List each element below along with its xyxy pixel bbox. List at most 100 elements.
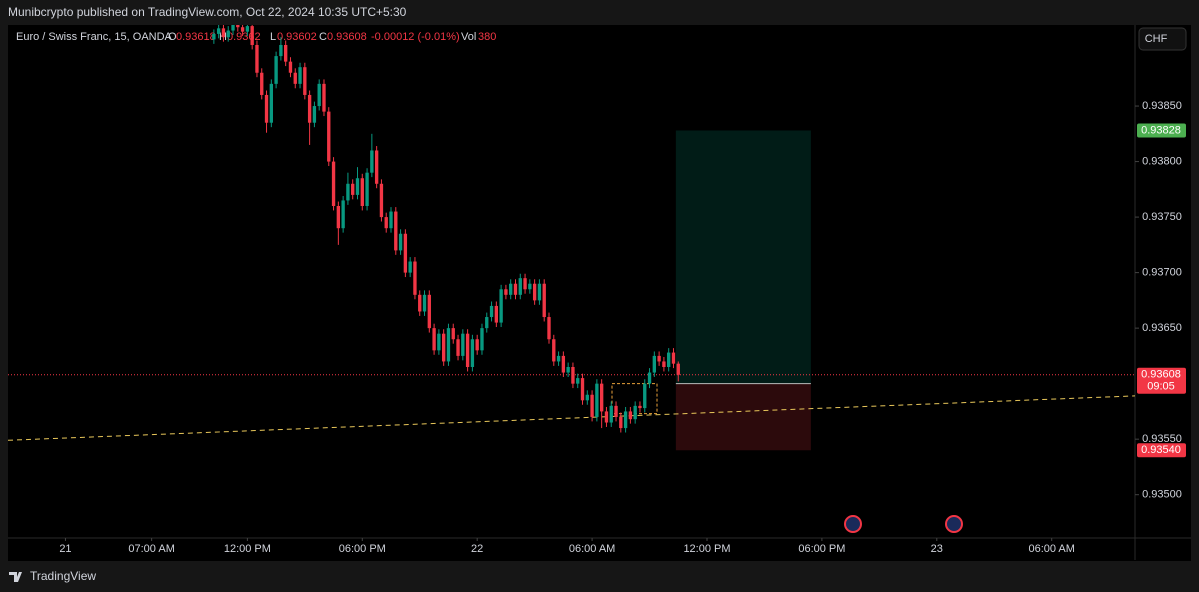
price-tag bbox=[1137, 443, 1186, 458]
candle-body bbox=[485, 317, 489, 329]
candle bbox=[216, 25, 221, 39]
candle bbox=[614, 401, 618, 422]
candle bbox=[509, 279, 513, 300]
plot bbox=[8, 25, 1135, 451]
candle bbox=[317, 79, 321, 111]
candle bbox=[494, 301, 499, 328]
candle-body bbox=[470, 339, 475, 367]
candle bbox=[590, 390, 594, 422]
candle bbox=[638, 401, 642, 413]
candle bbox=[212, 29, 216, 44]
candle-body bbox=[384, 217, 388, 229]
candle bbox=[269, 79, 273, 128]
candle-body bbox=[255, 44, 259, 73]
currency-button[interactable] bbox=[1138, 27, 1187, 51]
candle-body bbox=[437, 333, 441, 351]
candle bbox=[676, 361, 680, 382]
candle-body bbox=[523, 278, 527, 290]
chart-area bbox=[8, 25, 1191, 561]
candle-body bbox=[657, 355, 661, 362]
candle bbox=[537, 279, 542, 305]
candle bbox=[547, 312, 551, 344]
candle-body bbox=[413, 261, 417, 295]
publish-info: Munibcrypto published on TradingView.com… bbox=[8, 5, 407, 19]
candle bbox=[322, 79, 326, 117]
candle-body bbox=[628, 411, 633, 420]
candle-body bbox=[427, 294, 431, 329]
candle-body bbox=[547, 317, 551, 340]
candle-body bbox=[432, 328, 436, 351]
price-tag bbox=[1137, 367, 1186, 394]
candle bbox=[355, 167, 360, 200]
candle-body bbox=[312, 106, 317, 123]
legend-key: C bbox=[319, 31, 327, 43]
candle bbox=[623, 406, 628, 433]
y-tick-label: 0.93750 bbox=[1142, 211, 1182, 223]
y-tick-label: 0.93650 bbox=[1142, 322, 1182, 334]
candle bbox=[441, 329, 446, 366]
candle bbox=[360, 173, 364, 211]
logo bbox=[9, 572, 22, 582]
candle bbox=[389, 207, 393, 233]
candle bbox=[403, 229, 408, 278]
y-tick-label: 0.93800 bbox=[1142, 155, 1182, 167]
candle bbox=[633, 401, 637, 424]
candle-body bbox=[652, 355, 657, 373]
x-tick-label: 22 bbox=[471, 543, 483, 555]
x-tick-label: 06:00 PM bbox=[339, 543, 386, 555]
candle-body bbox=[418, 294, 422, 312]
candle bbox=[422, 290, 427, 316]
candle-body bbox=[322, 83, 326, 112]
countdown: 09:05 bbox=[1147, 381, 1175, 393]
candle-body bbox=[671, 352, 676, 364]
candle-body bbox=[451, 328, 455, 340]
price-tag-label: 0.93828 bbox=[1141, 124, 1181, 136]
candle-body bbox=[619, 416, 623, 429]
candle bbox=[274, 51, 278, 89]
candle-body bbox=[542, 283, 546, 318]
candle-body bbox=[480, 328, 484, 351]
candle bbox=[523, 273, 527, 294]
candle-body bbox=[633, 405, 637, 420]
candle bbox=[427, 290, 431, 333]
candle-body bbox=[240, 27, 245, 32]
price-tag-label: 0.93608 bbox=[1141, 369, 1181, 381]
candle-body bbox=[288, 61, 293, 73]
candle-body bbox=[365, 172, 369, 206]
candle bbox=[384, 212, 388, 233]
candle bbox=[279, 37, 283, 61]
candle-body bbox=[499, 289, 503, 323]
legend-key: O bbox=[168, 31, 177, 43]
candle bbox=[250, 25, 254, 50]
candle bbox=[312, 101, 317, 128]
candle bbox=[341, 196, 345, 233]
legend-value: 380 bbox=[478, 31, 496, 43]
event-icon[interactable] bbox=[945, 515, 963, 533]
candle-body bbox=[518, 278, 522, 295]
candle bbox=[671, 348, 676, 369]
brand: TradingView bbox=[9, 569, 96, 583]
candle-body bbox=[245, 26, 250, 32]
candle bbox=[432, 323, 436, 355]
candle bbox=[465, 329, 470, 372]
candle-body bbox=[284, 44, 288, 62]
candle-body bbox=[609, 405, 613, 423]
candle-body bbox=[590, 394, 594, 417]
candle-body bbox=[403, 233, 408, 273]
candle bbox=[437, 329, 441, 355]
candle-body bbox=[623, 411, 628, 429]
candle-body bbox=[374, 150, 379, 184]
candle bbox=[236, 25, 240, 32]
candle-body bbox=[269, 83, 273, 123]
y-tick-label: 0.93700 bbox=[1142, 267, 1182, 279]
brand-name: TradingView bbox=[30, 569, 96, 583]
candle-body bbox=[509, 283, 513, 295]
currency[interactable]: CHF bbox=[1145, 33, 1168, 45]
candle bbox=[585, 390, 589, 405]
x-tick-label: 21 bbox=[59, 543, 71, 555]
candle bbox=[647, 368, 652, 389]
candle-body bbox=[216, 28, 221, 34]
candle-body bbox=[494, 305, 499, 323]
event-icon[interactable] bbox=[844, 515, 862, 533]
x-tick-label: 12:00 PM bbox=[683, 543, 730, 555]
